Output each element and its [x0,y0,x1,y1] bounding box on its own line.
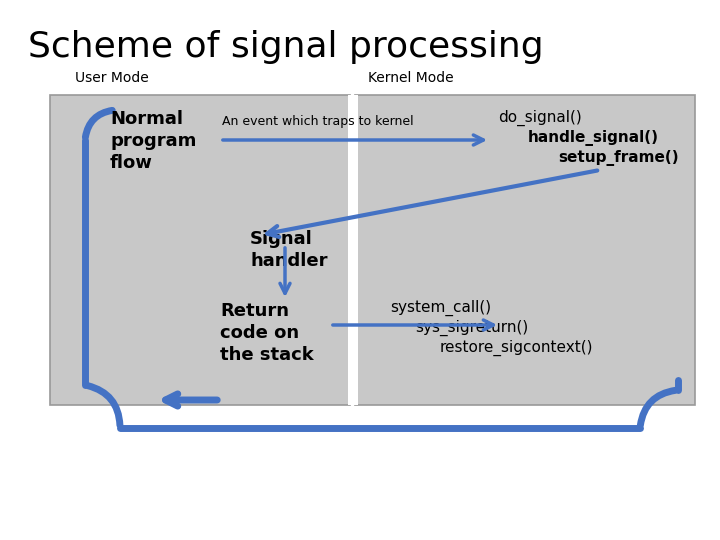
Bar [348,95,358,405]
Bar [355,95,695,405]
Text: do_signal(): do_signal() [498,110,582,126]
Text: handle_signal(): handle_signal() [528,130,659,146]
Text: Kernel Mode: Kernel Mode [368,71,454,85]
Text: User Mode: User Mode [75,71,149,85]
Text: Signal
handler: Signal handler [250,230,328,270]
Text: Scheme of signal processing: Scheme of signal processing [28,30,544,64]
Text: sys_sigreturn(): sys_sigreturn() [415,320,528,336]
Text: Normal
program
flow: Normal program flow [110,110,197,172]
Text: system_call(): system_call() [390,300,491,316]
Text: setup_frame(): setup_frame() [558,150,679,166]
Text: Return
code on
the stack: Return code on the stack [220,302,314,364]
Bar [50,95,350,405]
Text: An event which traps to kernel: An event which traps to kernel [222,115,413,128]
Text: restore_sigcontext(): restore_sigcontext() [440,340,593,356]
